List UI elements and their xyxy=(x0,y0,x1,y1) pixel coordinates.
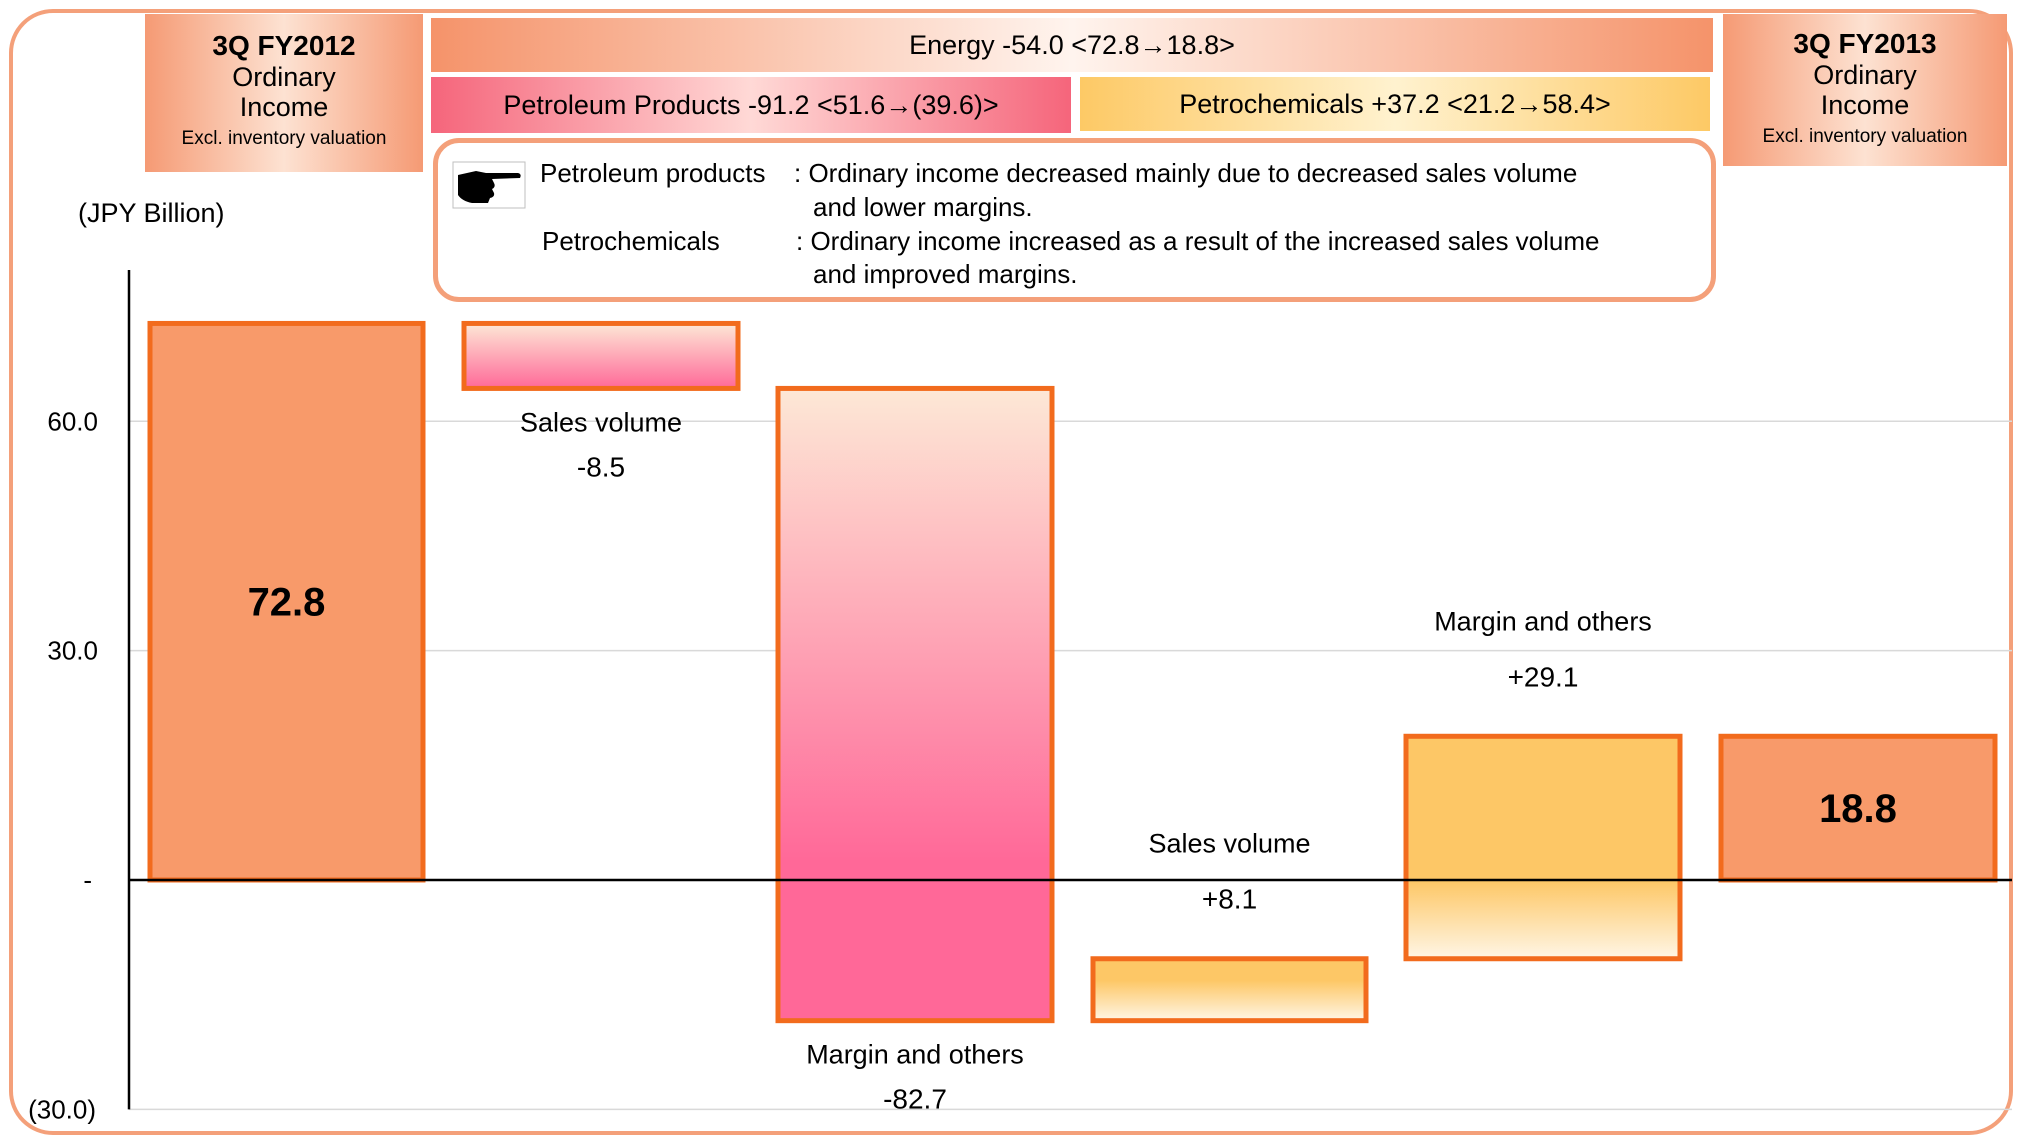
unit-label: (JPY Billion) xyxy=(78,198,225,228)
note-petroleum-label: Petroleum products xyxy=(540,158,766,188)
note-petrochem-text-2: and improved margins. xyxy=(813,259,1078,289)
waterfall-bar-petrochem-margin xyxy=(1403,733,1683,962)
header-3q-fy2012-box: 3Q FY2012 Ordinary Income Excl. inventor… xyxy=(145,14,423,172)
header-left-line4: Excl. inventory valuation xyxy=(181,128,387,149)
bar-value-label: 72.8 xyxy=(248,581,326,625)
header-right-title: 3Q FY2013 xyxy=(1793,28,1937,59)
y-tick-label: 30.0 xyxy=(47,636,98,666)
header-left-line2: Ordinary xyxy=(232,62,336,92)
header-3q-fy2013-box: 3Q FY2013 Ordinary Income Excl. inventor… xyxy=(1723,14,2007,166)
petrochemicals-banner: Petrochemicals +37.2 <21.2→58.4> xyxy=(1080,77,1710,131)
note-petroleum-text-1: : Ordinary income decreased mainly due t… xyxy=(794,158,1578,188)
header-right-line3: Income xyxy=(1820,90,1910,120)
header-right-line2: Ordinary xyxy=(1813,60,1917,90)
petroleum-products-banner: Petroleum Products -91.2 <51.6→(39.6)> xyxy=(431,77,1071,133)
note-petroleum-text-2: and lower margins. xyxy=(813,192,1033,222)
y-tick-label: (30.0) xyxy=(28,1094,96,1124)
bar-value-label: 18.8 xyxy=(1819,787,1897,831)
header-right-line4: Excl. inventory valuation xyxy=(1762,126,1968,147)
pointing-hand-icon xyxy=(452,161,526,209)
bar-value-label: -8.5 xyxy=(577,451,625,482)
note-petrochem-label: Petrochemicals xyxy=(542,226,720,256)
waterfall-bar-petroleum-margin xyxy=(775,385,1055,1024)
waterfall-bar-petroleum-sales-volume xyxy=(461,320,741,391)
bar-value-label: +29.1 xyxy=(1508,661,1579,692)
header-left-line3: Income xyxy=(239,92,329,122)
bar-category-label: Margin and others xyxy=(806,1040,1024,1070)
header-left-title: 3Q FY2012 xyxy=(212,30,356,61)
waterfall-bar-petrochem-sales-volume xyxy=(1090,956,1369,1024)
y-tick-label: 60.0 xyxy=(47,406,98,436)
energy-banner: Energy -54.0 <72.8→18.8> xyxy=(431,18,1713,72)
note-petrochem-text-1: : Ordinary income increased as a result … xyxy=(796,226,1600,256)
y-tick-label: - xyxy=(83,865,92,895)
waterfall-bar-total-2013 xyxy=(1718,733,1998,883)
bar-category-label: Sales volume xyxy=(1148,829,1310,859)
slide-frame xyxy=(9,9,2013,1135)
bar-category-label: Sales volume xyxy=(520,407,682,437)
bar-value-label: -82.7 xyxy=(883,1084,947,1115)
waterfall-bar-total-2012 xyxy=(147,320,426,883)
bar-category-label: Margin and others xyxy=(1434,606,1652,636)
notes-box: Petroleum products : Ordinary income dec… xyxy=(433,138,1716,302)
bar-value-label: +8.1 xyxy=(1202,884,1257,915)
